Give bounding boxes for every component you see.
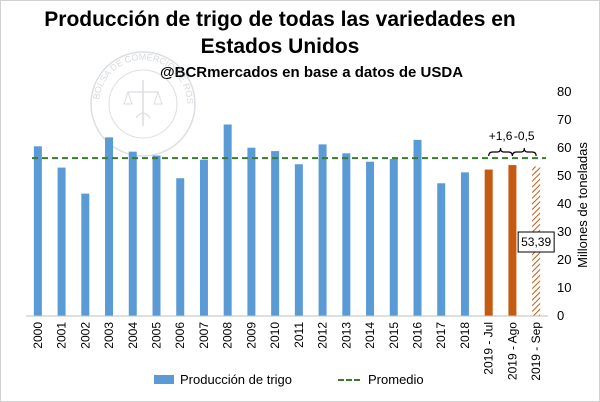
legend: Producción de trigo Promedio (154, 372, 470, 387)
legend-swatch-line (338, 378, 361, 381)
x-tick-label: 2001 (55, 322, 69, 349)
value-callout-box (517, 231, 555, 253)
x-axis: 2000 2001 2002 2003 2004 2005 2006 2007 2008 2009… (26, 315, 548, 381)
bar (152, 155, 161, 316)
bar (318, 144, 327, 316)
bar (413, 139, 422, 316)
bar (223, 124, 232, 316)
x-tick-label: 2011 (292, 322, 306, 348)
x-tick-label: 2003 (102, 322, 116, 349)
bar (81, 193, 90, 316)
y-tick-label: 40 (557, 196, 571, 211)
y-tick-label: 20 (557, 252, 571, 267)
value-callout-label: 53,39 (521, 235, 551, 249)
y-tick-label: 50 (557, 168, 571, 183)
y-tick-label: 70 (557, 112, 571, 127)
bar (271, 151, 280, 316)
bar (508, 165, 517, 316)
x-tick-label: 2012 (316, 322, 330, 349)
chart-subtitle: @BCRmercados en base a datos de USDA (160, 64, 464, 81)
x-tick-label: 2016 (411, 322, 425, 349)
x-tick-label: 2019 - Ago (505, 322, 519, 380)
annotation-delta: +1,6 (489, 129, 513, 143)
watermark-seal: BOLSA DE COMERCIO DE ROSARIO (0, 0, 196, 157)
y-tick-label: 10 (557, 280, 571, 295)
x-tick-label: 2008 (221, 322, 235, 349)
bar (389, 158, 398, 316)
x-tick-label: 2018 (458, 322, 472, 349)
x-tick-label: 2019 - Jul (482, 322, 496, 375)
bar-series (33, 124, 541, 316)
bar (105, 137, 114, 316)
x-tick-label: 2013 (339, 322, 353, 349)
y-tick-label: 80 (557, 84, 571, 99)
x-tick-label: 2004 (126, 322, 140, 349)
y-axis: 0 10 20 30 40 50 60 70 80 (557, 84, 571, 323)
x-tick-label: 2017 (434, 322, 448, 349)
bar (342, 153, 351, 316)
x-tick-label: 2007 (197, 322, 211, 349)
bar (247, 147, 256, 316)
x-tick-label: 2019 - Sep (529, 322, 543, 381)
watermark-text: BOLSA DE COMERCIO DE ROSARIO (0, 0, 195, 104)
annotation-brace (511, 147, 537, 157)
legend-swatch-bar (154, 375, 174, 384)
bar (437, 183, 446, 316)
bar (484, 169, 493, 316)
bar (57, 167, 66, 316)
x-tick-label: 2005 (150, 322, 164, 349)
bar (294, 164, 303, 316)
bar (33, 146, 42, 316)
x-tick-label: 2002 (78, 322, 92, 349)
annotation-brace (488, 147, 514, 157)
x-tick-label: 2009 (244, 322, 258, 349)
bar (460, 172, 469, 316)
legend-label-average: Promedio (368, 372, 424, 387)
legend-item-production: Producción de trigo (154, 372, 292, 387)
y-tick-label: 30 (557, 224, 571, 239)
x-tick-label: 2015 (387, 322, 401, 349)
x-tick-label: 2000 (31, 322, 45, 349)
x-tick-label: 2014 (363, 322, 377, 349)
chart-title-line-1: Producción de trigo de todas las varieda… (44, 8, 516, 31)
chart-title-line-2: Estados Unidos (200, 35, 360, 58)
x-tick-label: 2010 (268, 322, 282, 349)
y-tick-label: 0 (557, 308, 564, 323)
bar (199, 159, 208, 316)
bar (366, 161, 375, 316)
y-tick-label: 60 (557, 140, 571, 155)
legend-label-production: Producción de trigo (180, 372, 293, 387)
y-axis-title: Millones de toneladas (575, 142, 590, 268)
bar (176, 178, 185, 316)
x-tick-label: 2006 (173, 322, 187, 349)
legend-item-average: Promedio (338, 372, 424, 387)
annotation-group: +1,6 -0,5 53,39 (488, 129, 555, 253)
annotation-delta: -0,5 (514, 129, 535, 143)
bar (128, 151, 137, 316)
